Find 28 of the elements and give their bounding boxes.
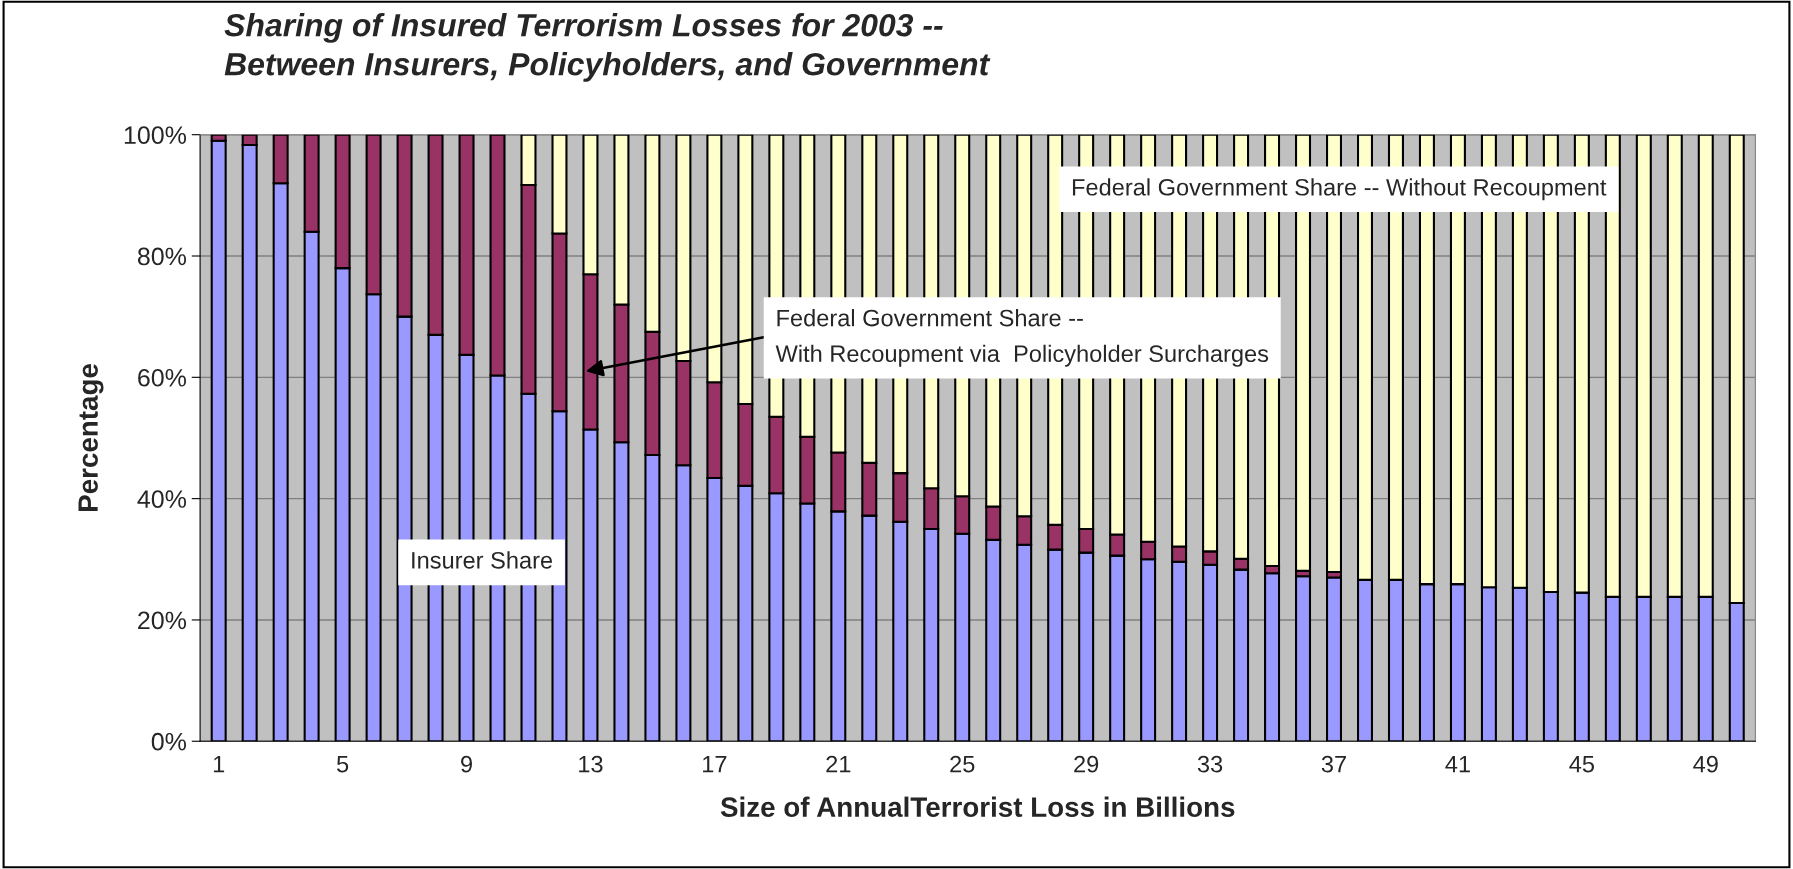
y-tick-label: 60% <box>138 368 187 387</box>
x-tick-label: 9 <box>461 755 472 773</box>
x-tick-label: 29 <box>1074 755 1099 773</box>
y-axis-title: Percentage <box>78 364 104 511</box>
y-tick-label: 80% <box>137 247 187 266</box>
series-label: Federal Government Share -- Without Recoupment <box>1072 178 1607 201</box>
x-tick-label: 37 <box>1321 755 1346 773</box>
bar <box>210 139 227 742</box>
series-label: Insurer Share <box>412 551 553 569</box>
x-tick-label: 49 <box>1693 755 1718 773</box>
x-tick-label: 45 <box>1569 756 1594 773</box>
x-tick-label: 17 <box>703 756 727 773</box>
x-tick-label: 41 <box>1445 756 1470 773</box>
bar <box>1325 576 1343 742</box>
x-tick-label: 1 <box>213 756 225 773</box>
bar <box>1295 575 1312 742</box>
x-tick-label: 21 <box>826 755 851 773</box>
y-tick-label: 20% <box>138 611 187 630</box>
x-tick-label: 13 <box>579 755 603 773</box>
x-tick-label: 25 <box>950 755 975 773</box>
series-label: Federal Government Share -- With Recoupment via Policyholder Surcharges <box>775 309 1269 367</box>
y-tick-label: 40% <box>137 490 187 508</box>
chart-title: Sharing of Insured Terrorism Losses for 2003 -- Between Insurers, Policyholders, and Government <box>224 13 991 82</box>
x-tick-label: 33 <box>1197 755 1223 773</box>
y-tick-label: 0% <box>151 732 187 751</box>
x-axis-title: Size of AnnualTerrorist Loss in Billions <box>720 796 1235 817</box>
y-tick-label: 100% <box>124 126 187 144</box>
x-tick-label: 5 <box>336 756 349 773</box>
